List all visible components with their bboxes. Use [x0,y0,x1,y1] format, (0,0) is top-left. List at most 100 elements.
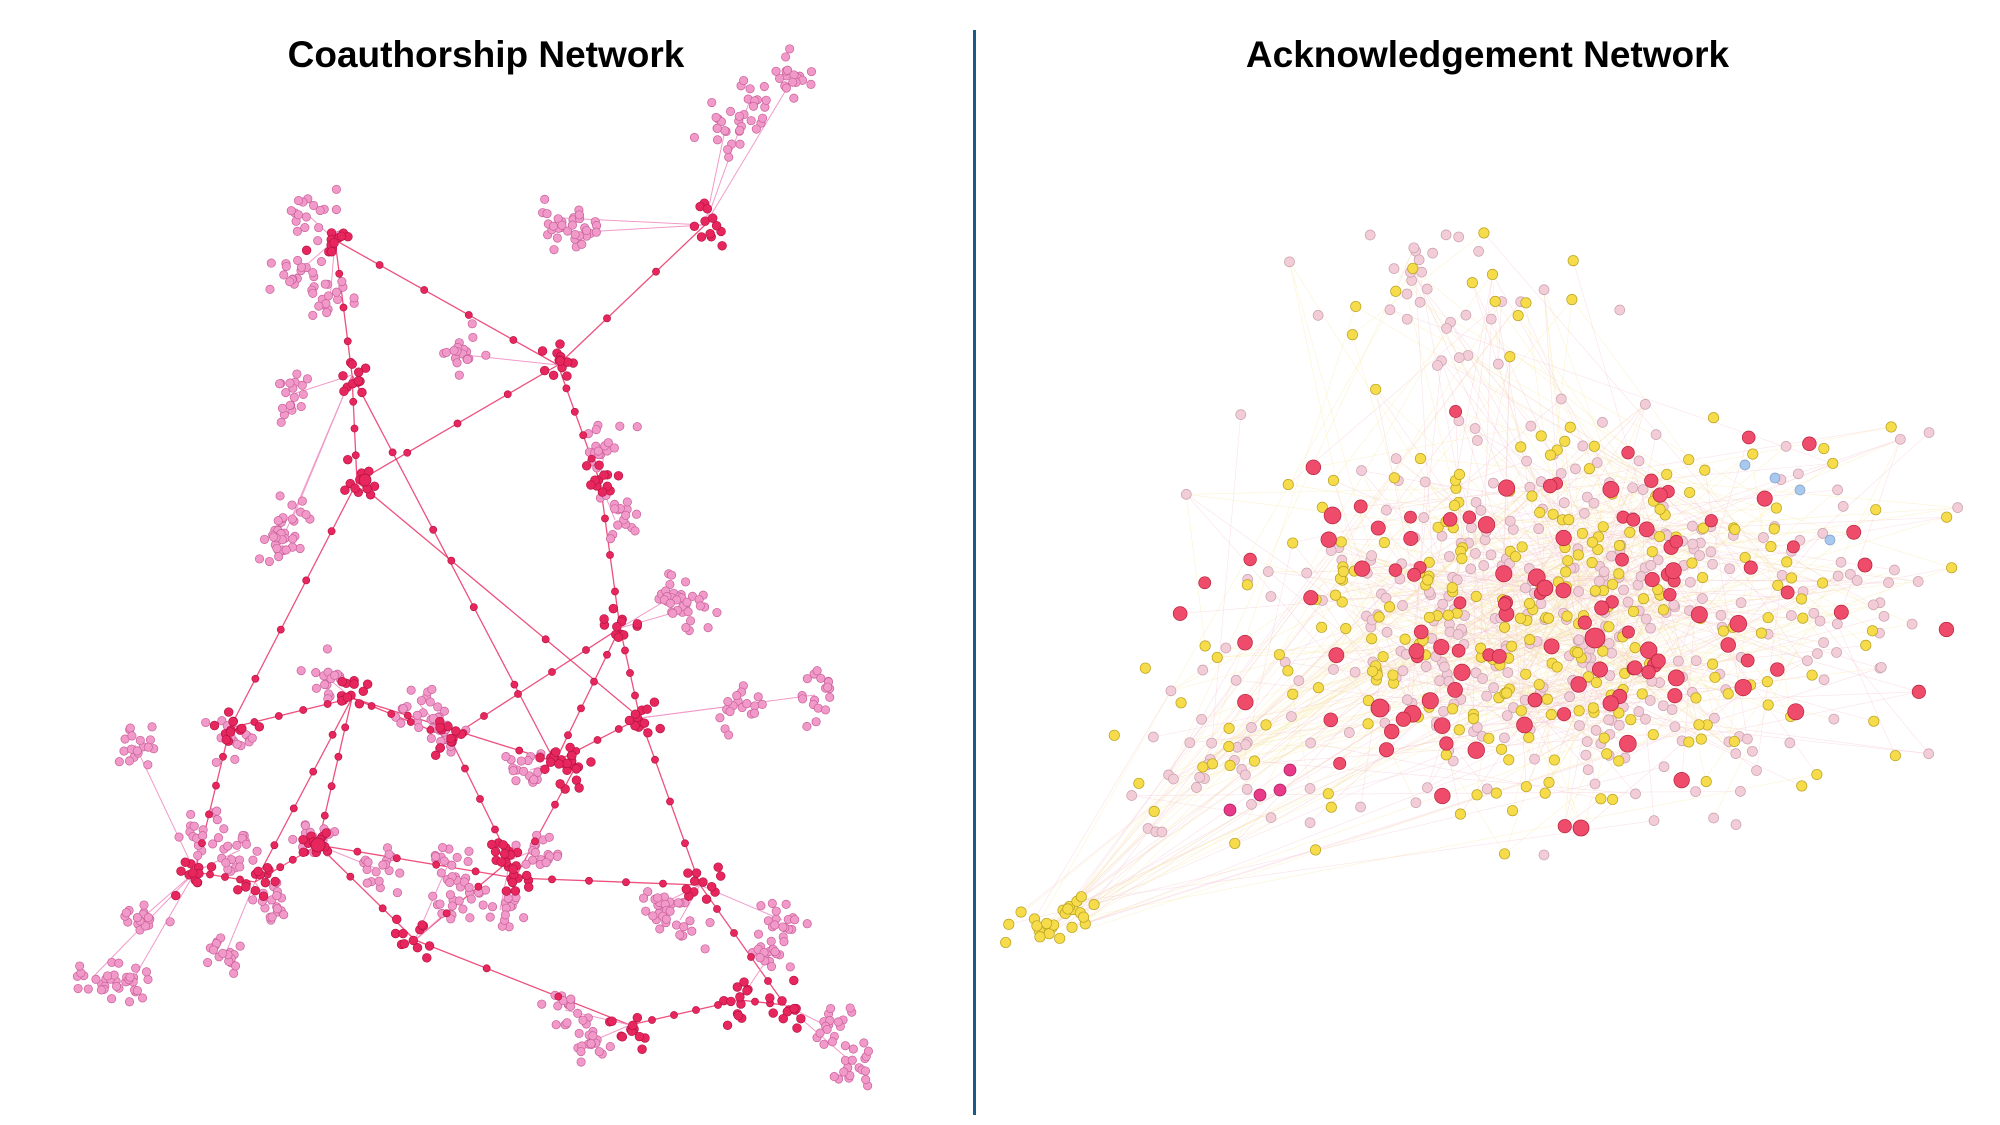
ack-edge [1442,603,1535,760]
ack-node-pink [1372,609,1384,621]
ack-edge [1328,539,1655,666]
coauth-core-node [209,720,220,731]
coauth-core-node [378,904,387,913]
ack-node-pink [1436,355,1447,367]
coauth-leaf-node [685,916,695,926]
ack-edge [1658,660,1726,690]
ack-node-pink [1784,737,1796,749]
coauth-leaf-node [481,350,491,360]
coauth-leaf-node [248,855,258,865]
ack-node-pink [1240,769,1251,781]
ack-node-yellow [1509,551,1522,563]
coauth-leaf-node [435,899,445,909]
ack-edge [1328,618,1496,794]
coauth-core-node [586,480,596,490]
coauth-core-node [632,1013,643,1023]
ack-node-pink [1423,586,1435,598]
ack-edge [1234,474,1667,761]
coauth-core-node [571,764,582,774]
coauth-core-node [603,650,611,659]
coauth-leaf-node [285,277,295,287]
ack-edge [1505,545,1622,650]
coauth-leaf-node [439,706,449,716]
ack-edge [1506,558,1582,659]
ack-edge [1602,651,1625,674]
ack-edge [1526,460,1551,487]
coauth-leaf-node [753,692,763,702]
ack-edge [1322,469,1705,601]
ack-edge [1463,573,1505,645]
coauth-leaf-node [689,132,699,143]
coauth-core-node [498,840,508,850]
ack-node-pink [1473,245,1484,257]
ack-node-pink [1648,815,1660,826]
ack-edge [1502,565,1634,669]
ack-edge [1461,541,1593,632]
ack-node-pink [1574,720,1585,731]
coauth-edge [514,877,701,886]
ack-node-red [1453,596,1467,610]
ack-edge [1403,545,1620,720]
ack-edge [1447,673,1595,713]
ack-node-pink [1912,576,1924,587]
ack-node-yellow [1322,788,1334,800]
coauth-core-node [367,702,376,710]
coauth-leaf-node [445,878,455,888]
ack-edge [1389,606,1643,695]
ack-edge [1593,626,1606,713]
ack-edge [1333,480,1408,700]
ack-node-pink [1333,542,1345,553]
ack-node-pink [1594,560,1606,572]
ack-node-pink [1492,649,1504,661]
ack-node-pink [1707,558,1718,570]
ack-node-pink [1365,621,1377,633]
ack-edge [1540,603,1748,740]
ack-edge [1423,517,1494,688]
ack-node-pink [1630,788,1641,800]
ack-node-pink [1604,477,1615,488]
ack-edge [1509,660,1679,690]
ack-node-pink [1634,665,1646,677]
ack-node-pink [1356,465,1367,476]
ack-edge [1446,567,1952,744]
ack-edge [1524,633,1624,726]
coauth-core-node [581,461,592,471]
ack-edge [1604,571,1769,635]
coauth-leaf-node [609,443,619,453]
ack-node-pink [1476,730,1488,742]
ack-edge [1441,360,1528,615]
coauth-leaf-node [467,319,477,329]
ack-node-yellow [1447,703,1459,715]
ack-edge [1069,536,1599,907]
ack-node-yellow [1048,919,1060,931]
ack-edge [1524,503,1595,701]
ack-edge [1292,594,1431,695]
coauth-leaf-node [732,691,742,701]
coauth-leaf-node [552,851,562,861]
ack-edge [1528,651,1604,738]
ack-node-yellow [1586,557,1598,569]
coauth-leaf-node [433,702,443,712]
ack-node-pink [1606,714,1617,726]
coauth-leaf-node [75,961,85,971]
ack-node-pink [1389,563,1401,575]
coauth-core-node [499,849,510,859]
ack-node-yellow [1728,522,1740,534]
coauth-edge [554,627,621,763]
ack-edge [1051,578,1401,928]
coauth-core-node [778,1013,788,1024]
coauth-leaf-node [384,849,394,859]
ack-edge [1692,540,1800,545]
ack-node-pink [1600,620,1611,632]
coauth-core-node [353,376,364,386]
ack-edge [1654,567,1751,666]
coauth-core-node [617,1032,628,1042]
coauth-core-node [276,863,285,872]
ack-node-red [1320,531,1337,548]
coauth-core-node [349,679,359,689]
coauth-core-node [777,996,787,1006]
ack-edge [1336,603,1505,656]
ack-node-pink [1523,563,1535,574]
ack-edge [1340,578,1580,726]
ack-edge [1582,533,1716,678]
